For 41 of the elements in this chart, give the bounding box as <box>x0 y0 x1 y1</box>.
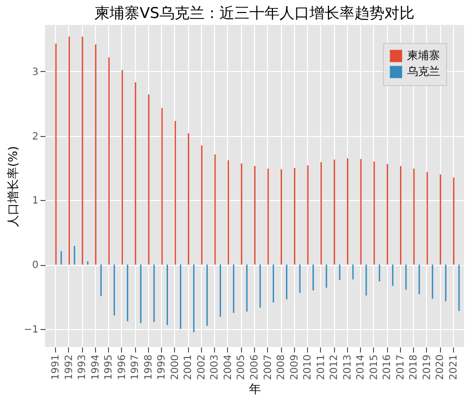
x-tick-label: 2007 <box>262 354 274 380</box>
x-tick-label: 2002 <box>196 354 208 380</box>
x-tick-label: 2010 <box>302 354 314 380</box>
x-tick-label: 1994 <box>90 354 102 380</box>
x-tick-label: 1993 <box>77 354 88 380</box>
x-tick-label: 1998 <box>143 354 154 380</box>
x-tick-label: 2019 <box>422 354 433 380</box>
y-tick-label: 1 <box>32 196 38 207</box>
x-tick-label: 2021 <box>448 354 460 380</box>
x-tick-label: 2003 <box>210 354 221 380</box>
legend-label: 乌克兰 <box>407 65 440 78</box>
y-tick-label: 3 <box>32 66 38 78</box>
y-axis-title: 人口增长率(%) <box>6 146 20 227</box>
x-tick-label: 1997 <box>130 354 142 380</box>
x-tick-label: 2001 <box>183 354 194 380</box>
x-tick-label: 2008 <box>276 354 288 380</box>
x-tick-label: 2015 <box>368 354 380 380</box>
x-tick-label: 1995 <box>104 354 115 380</box>
x-tick-label: 2000 <box>170 354 181 380</box>
x-tick-label: 1999 <box>156 354 168 380</box>
x-tick-label: 1992 <box>64 354 75 380</box>
y-tick-label: −1 <box>24 324 38 336</box>
x-tick-label: 2014 <box>356 354 367 380</box>
x-tick-label: 2011 <box>316 354 327 380</box>
x-tick-label: 2020 <box>435 354 446 380</box>
legend-label: 柬埔寨 <box>407 49 440 62</box>
y-tick-label: 0 <box>32 260 38 272</box>
chart-title: 柬埔寨VS乌克兰：近三十年人口增长率趋势对比 <box>94 4 414 22</box>
x-tick-label: 2006 <box>250 354 260 380</box>
x-tick-label: 2004 <box>222 354 234 380</box>
x-tick-label: 2017 <box>395 354 406 380</box>
x-tick-label: 2013 <box>342 354 354 380</box>
x-tick-label: 2009 <box>289 354 300 380</box>
x-tick-label: 2005 <box>236 354 248 380</box>
x-tick-label: 2016 <box>382 354 394 380</box>
x-tick-label: 1996 <box>116 354 128 380</box>
x-tick-label: 2012 <box>329 354 340 380</box>
x-axis-title: 年 <box>249 382 261 396</box>
y-tick-label: 2 <box>32 131 38 142</box>
x-tick-label: 2018 <box>408 354 420 380</box>
x-tick-label: 1991 <box>50 354 62 380</box>
